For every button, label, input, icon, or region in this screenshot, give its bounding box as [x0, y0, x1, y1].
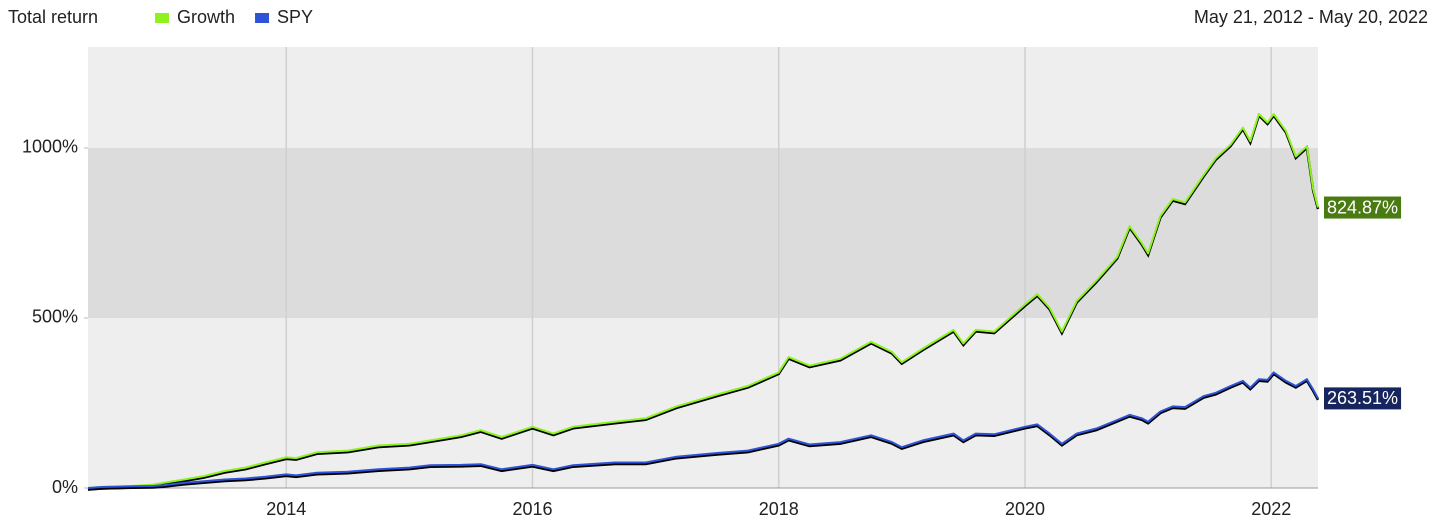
line-shadow — [87, 372, 1320, 491]
y-tick-label: 1000% — [22, 137, 78, 157]
plot-band — [88, 147, 1318, 318]
plot-band — [88, 47, 1318, 148]
end-label-box — [1324, 196, 1402, 219]
y-tick-label: 0% — [52, 477, 78, 497]
x-tick-label: 2016 — [512, 499, 552, 519]
x-tick-label: 2014 — [266, 499, 306, 519]
line — [87, 113, 1319, 489]
line — [87, 371, 1319, 489]
line-shadow — [87, 113, 1320, 491]
date-range: May 21, 2012 - May 20, 2022 — [1194, 7, 1428, 27]
legend-swatch — [155, 13, 169, 23]
end-label: 263.51% — [1327, 388, 1398, 408]
x-tick-label: 2018 — [759, 499, 799, 519]
legend-label: SPY — [277, 7, 313, 27]
x-tick-label: 2020 — [1005, 499, 1045, 519]
end-label-box — [1324, 387, 1402, 410]
end-label: 824.87% — [1327, 197, 1398, 217]
chart-title: Total return — [8, 7, 98, 27]
y-tick-label: 500% — [32, 307, 78, 327]
legend-swatch — [255, 13, 270, 23]
x-tick-label: 2022 — [1251, 499, 1291, 519]
legend-label: Growth — [177, 7, 235, 27]
